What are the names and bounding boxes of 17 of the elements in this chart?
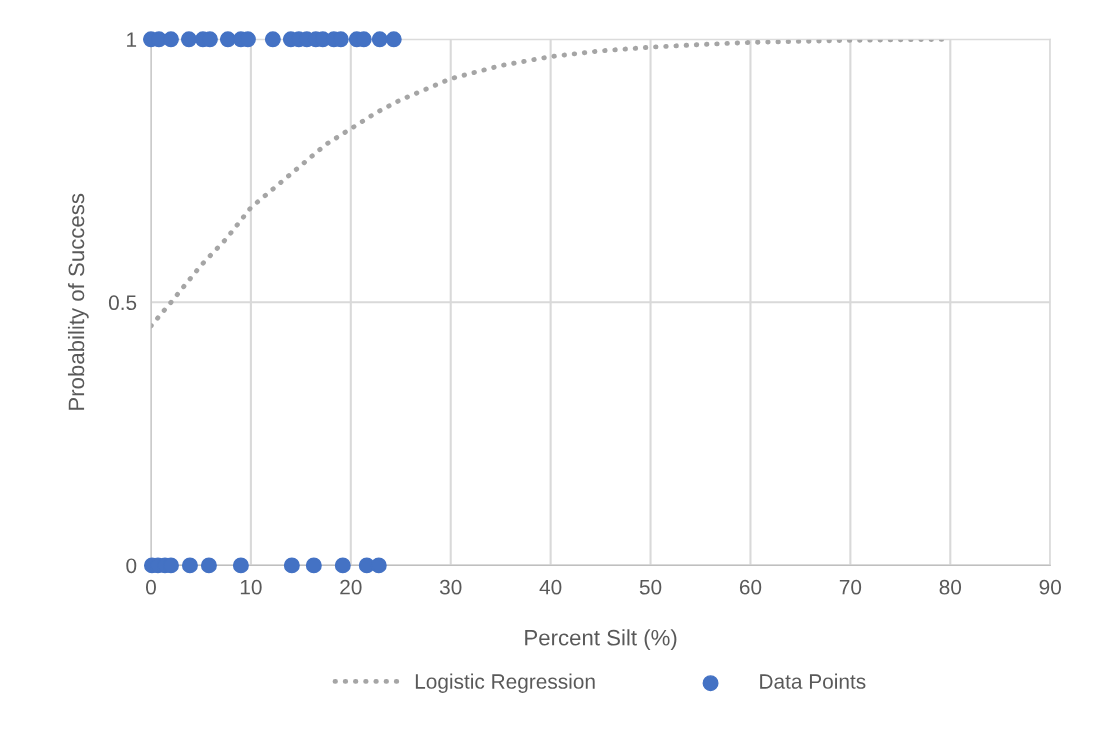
x-tick-label: 60 xyxy=(739,579,762,595)
x-tick-label: 20 xyxy=(340,579,362,595)
y-tick-label: 0.5 xyxy=(108,295,137,311)
x-tick-label: 0 xyxy=(146,579,156,595)
x-tick-label: 30 xyxy=(439,579,462,595)
legend-label: Logistic Regression xyxy=(415,673,595,693)
x-tick-label: 70 xyxy=(839,579,862,595)
x-tick-label: 10 xyxy=(240,579,262,595)
legend-label: Data Points xyxy=(760,673,866,689)
x-tick-label: 80 xyxy=(939,579,962,595)
x-axis-title: Percent Silt (%) xyxy=(525,629,677,650)
x-tick-label: 40 xyxy=(539,579,562,595)
y-tick-label: 0 xyxy=(126,558,137,574)
x-tick-label: 90 xyxy=(1039,579,1061,595)
x-tick-label: 50 xyxy=(639,579,662,595)
y-axis-title: Probability of Success xyxy=(67,193,89,410)
y-tick-label: 1 xyxy=(127,32,137,47)
